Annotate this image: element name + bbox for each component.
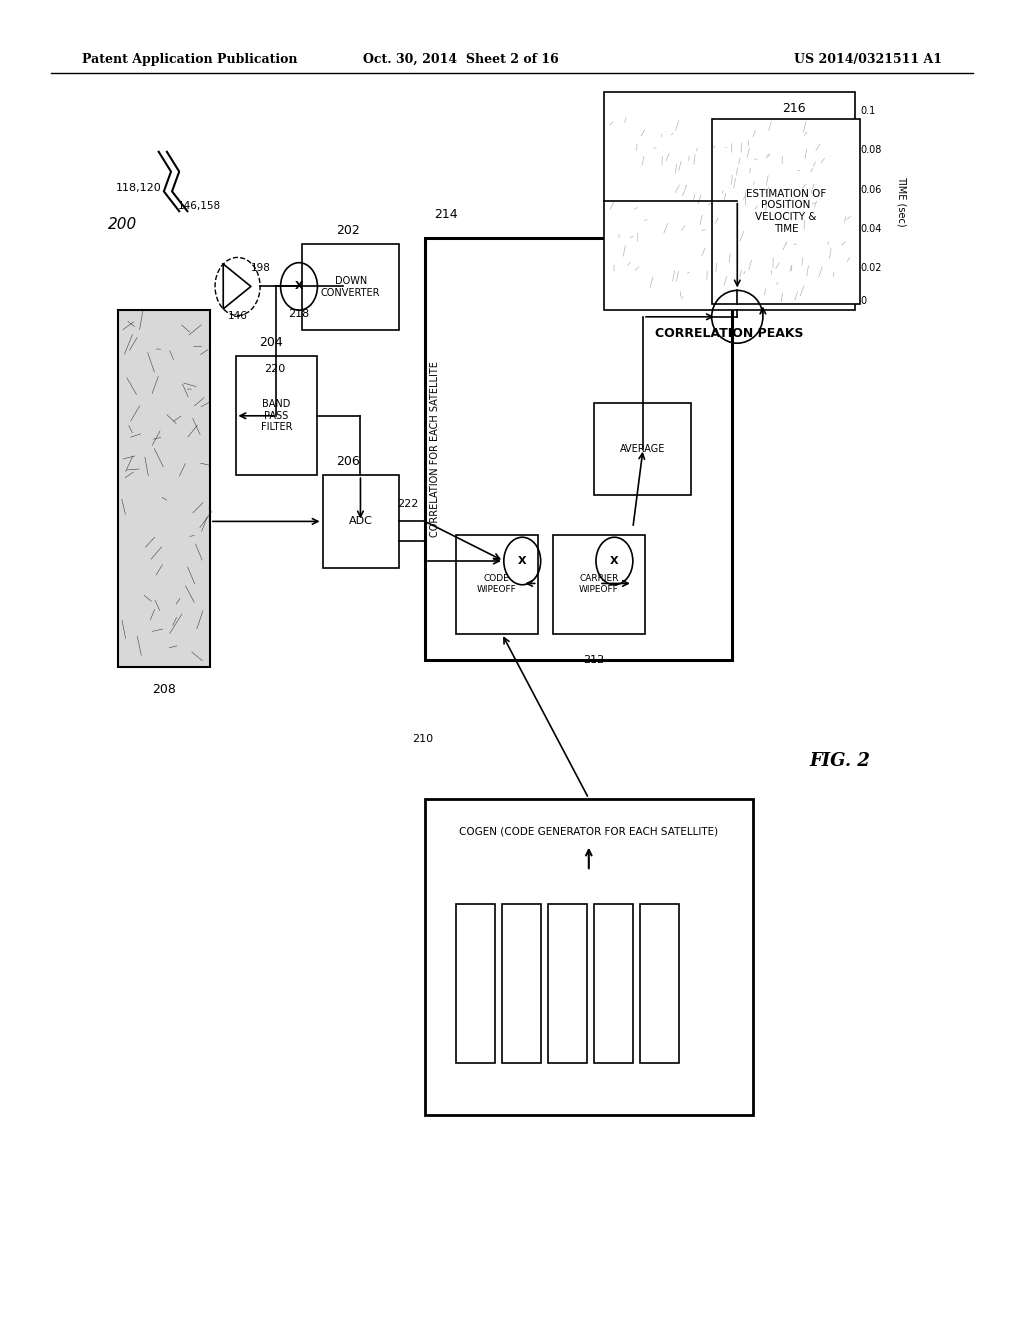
Text: 210: 210	[413, 734, 433, 744]
FancyBboxPatch shape	[609, 271, 640, 304]
Text: 214: 214	[433, 207, 458, 220]
Text: 212: 212	[584, 655, 604, 665]
FancyBboxPatch shape	[594, 403, 691, 495]
FancyBboxPatch shape	[502, 904, 541, 1063]
Text: 200: 200	[109, 216, 137, 232]
Text: CORRELATION FOR EACH SATELLITE: CORRELATION FOR EACH SATELLITE	[430, 360, 440, 537]
Text: ADC: ADC	[349, 516, 373, 527]
Text: 204: 204	[259, 335, 284, 348]
Text: DOWN
CONVERTER: DOWN CONVERTER	[321, 276, 381, 298]
FancyBboxPatch shape	[553, 535, 645, 634]
FancyBboxPatch shape	[323, 475, 399, 568]
Text: X: X	[295, 281, 303, 292]
Text: X: X	[610, 556, 618, 566]
Text: Oct. 30, 2014  Sheet 2 of 16: Oct. 30, 2014 Sheet 2 of 16	[362, 53, 559, 66]
FancyBboxPatch shape	[236, 356, 317, 475]
FancyBboxPatch shape	[118, 310, 210, 667]
FancyBboxPatch shape	[302, 244, 399, 330]
Text: 216: 216	[781, 102, 806, 115]
Text: Patent Application Publication: Patent Application Publication	[82, 53, 297, 66]
FancyBboxPatch shape	[425, 238, 732, 660]
Text: ESTIMATION OF
POSITION
VELOCITY &
TIME: ESTIMATION OF POSITION VELOCITY & TIME	[745, 189, 826, 234]
Text: AVERAGE: AVERAGE	[620, 444, 666, 454]
Text: BAND
PASS
FILTER: BAND PASS FILTER	[261, 399, 292, 433]
Text: CORRELATION PEAKS: CORRELATION PEAKS	[655, 326, 804, 339]
Text: 118,120: 118,120	[116, 183, 161, 194]
FancyBboxPatch shape	[604, 92, 855, 310]
Text: 206: 206	[336, 454, 360, 467]
Text: 146,158: 146,158	[178, 201, 221, 211]
Text: COGEN (CODE GENERATOR FOR EACH SATELLITE): COGEN (CODE GENERATOR FOR EACH SATELLITE…	[459, 826, 719, 837]
Text: 198: 198	[251, 263, 271, 273]
Text: 202: 202	[336, 223, 360, 236]
Text: 0: 0	[860, 296, 866, 306]
FancyBboxPatch shape	[548, 904, 587, 1063]
Text: 220: 220	[264, 364, 285, 375]
Text: 222: 222	[397, 499, 418, 510]
Text: X: X	[518, 556, 526, 566]
Text: US 2014/0321511 A1: US 2014/0321511 A1	[794, 53, 942, 66]
FancyBboxPatch shape	[712, 119, 860, 304]
FancyBboxPatch shape	[425, 799, 753, 1115]
Text: TIME (sec): TIME (sec)	[896, 176, 906, 227]
Text: 0.1: 0.1	[860, 106, 876, 116]
Text: 0.06: 0.06	[860, 185, 882, 194]
Text: 0.04: 0.04	[860, 224, 882, 234]
Text: FIG. 2: FIG. 2	[809, 751, 870, 770]
Text: 218: 218	[289, 309, 309, 319]
FancyBboxPatch shape	[456, 535, 538, 634]
Polygon shape	[223, 264, 251, 309]
Text: 0.08: 0.08	[860, 145, 882, 156]
FancyBboxPatch shape	[640, 904, 679, 1063]
FancyBboxPatch shape	[594, 904, 633, 1063]
Text: 146: 146	[227, 312, 248, 322]
FancyBboxPatch shape	[456, 904, 495, 1063]
Text: CARRIER
WIPEOFF: CARRIER WIPEOFF	[580, 574, 618, 594]
Text: CODE
WIPEOFF: CODE WIPEOFF	[477, 574, 516, 594]
Text: 208: 208	[152, 682, 176, 696]
Text: 0.02: 0.02	[860, 263, 882, 273]
